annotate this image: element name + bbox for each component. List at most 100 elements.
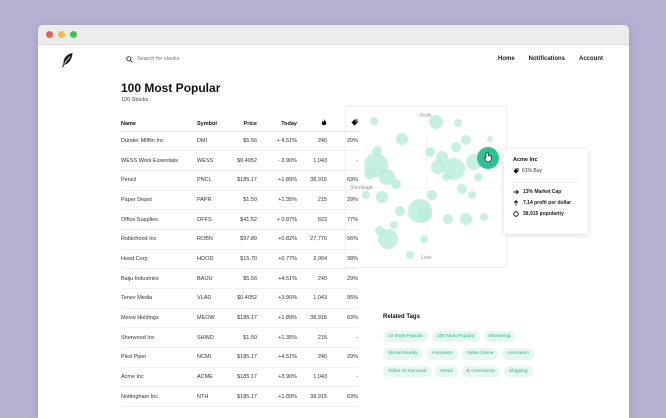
table-row[interactable]: Baiju Industries BAIJU $5.56 +4.51% 240 29%: [121, 268, 358, 289]
chart-bubble[interactable]: [461, 135, 471, 145]
chart-bubble[interactable]: [427, 190, 437, 200]
table-row[interactable]: Paper Depot PAPR $1.50 +1.35% 215 29%: [121, 190, 358, 211]
tag-chip[interactable]: 10 Most Popular: [383, 331, 428, 343]
feather-logo-icon[interactable]: [60, 52, 74, 68]
chart-bubble[interactable]: [379, 169, 395, 185]
chart-bubble[interactable]: [375, 226, 385, 236]
table-row[interactable]: Nottingham Inc NTH $185.17 +1.89% 38,915 63%: [121, 386, 358, 408]
table-row[interactable]: Pencil PNCL $185.17 +1.89% 38,915 63%: [121, 170, 358, 191]
tag-chip[interactable]: Streaming: [483, 331, 516, 343]
header-buy[interactable]: [327, 117, 358, 132]
chart-bubble[interactable]: [436, 151, 448, 163]
tooltip-stat-text: 7.14 profit per dollar: [523, 200, 572, 206]
tag-chip[interactable]: Retail: [435, 365, 458, 377]
chart-bubble[interactable]: [420, 235, 428, 243]
cell-today: - 3.90%: [257, 150, 297, 171]
cell-popularity: 823: [297, 209, 327, 230]
table-row[interactable]: Sherwood Inc SHWD $1.50 +1.35% 215-: [121, 327, 358, 349]
header-today[interactable]: Today: [257, 117, 297, 132]
cell-name: Pencil: [121, 170, 197, 191]
header-popularity[interactable]: [297, 117, 327, 132]
cell-today: +3.90%: [257, 288, 297, 309]
chart-bubble[interactable]: [396, 133, 408, 145]
bubble-chart[interactable]: Profit Shrinkage Loss: [345, 106, 507, 268]
cell-price: $15.70: [227, 249, 257, 270]
cell-popularity: 27,770: [297, 229, 327, 250]
chart-bubble[interactable]: [454, 119, 462, 127]
chart-bubble[interactable]: [474, 173, 482, 181]
cell-today: +1.35%: [257, 327, 297, 349]
table-row[interactable]: Tenev Media VLAD $0.4052 +3.90% 1,043 95%: [121, 288, 358, 309]
maximize-window-button[interactable]: [70, 31, 77, 38]
header-price[interactable]: Price: [227, 117, 257, 132]
chart-bubble[interactable]: [457, 184, 467, 194]
chart-bubble[interactable]: [376, 191, 388, 203]
tag-chip[interactable]: E-Commerce: [461, 365, 500, 377]
chart-bubble[interactable]: [406, 251, 414, 259]
chart-bubble[interactable]: [391, 179, 401, 189]
table-row[interactable]: Hood Corp HOOD $15.70 +0.77% 2,004 38%: [121, 249, 358, 270]
chart-bubble[interactable]: [460, 213, 472, 225]
tooltip-stat-popularity: 38,915 popularity: [513, 211, 579, 217]
cell-symbol: PNCL: [197, 170, 227, 191]
minimize-window-button[interactable]: [58, 31, 65, 38]
header-symbol[interactable]: Symbol: [197, 117, 227, 132]
table-row[interactable]: Acme Inc ACME $185.17 +3.90% 1,043-: [121, 367, 358, 388]
arrow-up-icon: [513, 200, 519, 206]
tooltip-buy: 61% Buy: [513, 168, 579, 174]
chart-bubble[interactable]: [480, 213, 488, 221]
table-row[interactable]: Pied Piper NCMI $185.17 +4.51% 240 29%: [121, 347, 358, 368]
cell-popularity: 215: [297, 327, 327, 349]
chart-bubble[interactable]: [451, 142, 461, 152]
cell-price: $185.17: [227, 308, 257, 329]
close-window-button[interactable]: [46, 31, 53, 38]
cell-price: $0.4052: [227, 150, 257, 171]
axis-label-bottom: Loss: [421, 255, 432, 261]
chart-bubble[interactable]: [362, 191, 370, 199]
table-row[interactable]: Meow Holdings MEOW $185.17 +1.89% 38,915 63%: [121, 308, 358, 329]
chart-bubble[interactable]: [429, 115, 443, 129]
chart-bubble[interactable]: [431, 160, 445, 174]
search-icon: [126, 55, 133, 63]
cell-buy: 63%: [327, 170, 358, 191]
tag-chip[interactable]: Animation: [426, 348, 458, 360]
table-row[interactable]: Dunder Mifflin Inc DMI $5.56 + 4.51% 240 29%: [121, 131, 358, 152]
cell-today: +1.89%: [257, 386, 297, 408]
nav-home-link[interactable]: Home: [497, 56, 515, 62]
cell-today: +0.82%: [257, 229, 297, 250]
chart-bubble[interactable]: [370, 117, 378, 125]
nav-notifications-link[interactable]: Notifications: [528, 56, 565, 62]
search-bar[interactable]: [121, 51, 259, 67]
cell-price: $185.17: [227, 386, 257, 408]
search-input[interactable]: [137, 56, 247, 62]
tag-chip[interactable]: 100 Most Popular: [431, 331, 480, 343]
chart-bubble[interactable]: [395, 206, 405, 216]
chart-bubble[interactable]: [468, 191, 476, 199]
page-subtitle: 100 Stocks: [121, 97, 149, 103]
table-row[interactable]: Office Supplies OFFS $41.52 + 0.87% 823 77%: [121, 209, 358, 230]
chart-bubble[interactable]: [487, 136, 493, 142]
cell-price: $5.56: [227, 268, 257, 289]
table-row[interactable]: Robinhood Inc ROBN $97.89 +0.82% 27,770 56%: [121, 229, 358, 250]
chart-bubble[interactable]: [443, 214, 453, 224]
chart-bubble[interactable]: [390, 221, 398, 229]
tag-chip[interactable]: Shipping: [503, 365, 533, 377]
cell-popularity: 240: [297, 131, 327, 152]
nav-account-link[interactable]: Account: [579, 56, 603, 62]
chart-bubble[interactable]: [425, 147, 435, 157]
cell-price: $185.17: [227, 347, 257, 368]
tag-chip[interactable]: Virtual Reality: [383, 348, 423, 360]
table-row[interactable]: WESS Work Essentials WESS $0.4052- 3.90% 1,…: [121, 150, 358, 171]
cell-buy: -: [327, 367, 358, 388]
chart-bubble[interactable]: [442, 173, 450, 181]
header-name[interactable]: Name: [121, 117, 197, 132]
cell-popularity: 1,043: [297, 288, 327, 309]
cell-name: Baiju Industries: [121, 268, 197, 289]
cell-popularity: 240: [297, 347, 327, 368]
nav-links: Home Notifications Account: [498, 56, 603, 62]
tag-chip[interactable]: Video Game: [461, 348, 499, 360]
chart-bubble[interactable]: [408, 199, 432, 223]
chart-bubble[interactable]: [364, 167, 376, 179]
tag-chip[interactable]: Animation: [502, 348, 534, 360]
tag-chip[interactable]: Video on Demand: [383, 365, 432, 377]
